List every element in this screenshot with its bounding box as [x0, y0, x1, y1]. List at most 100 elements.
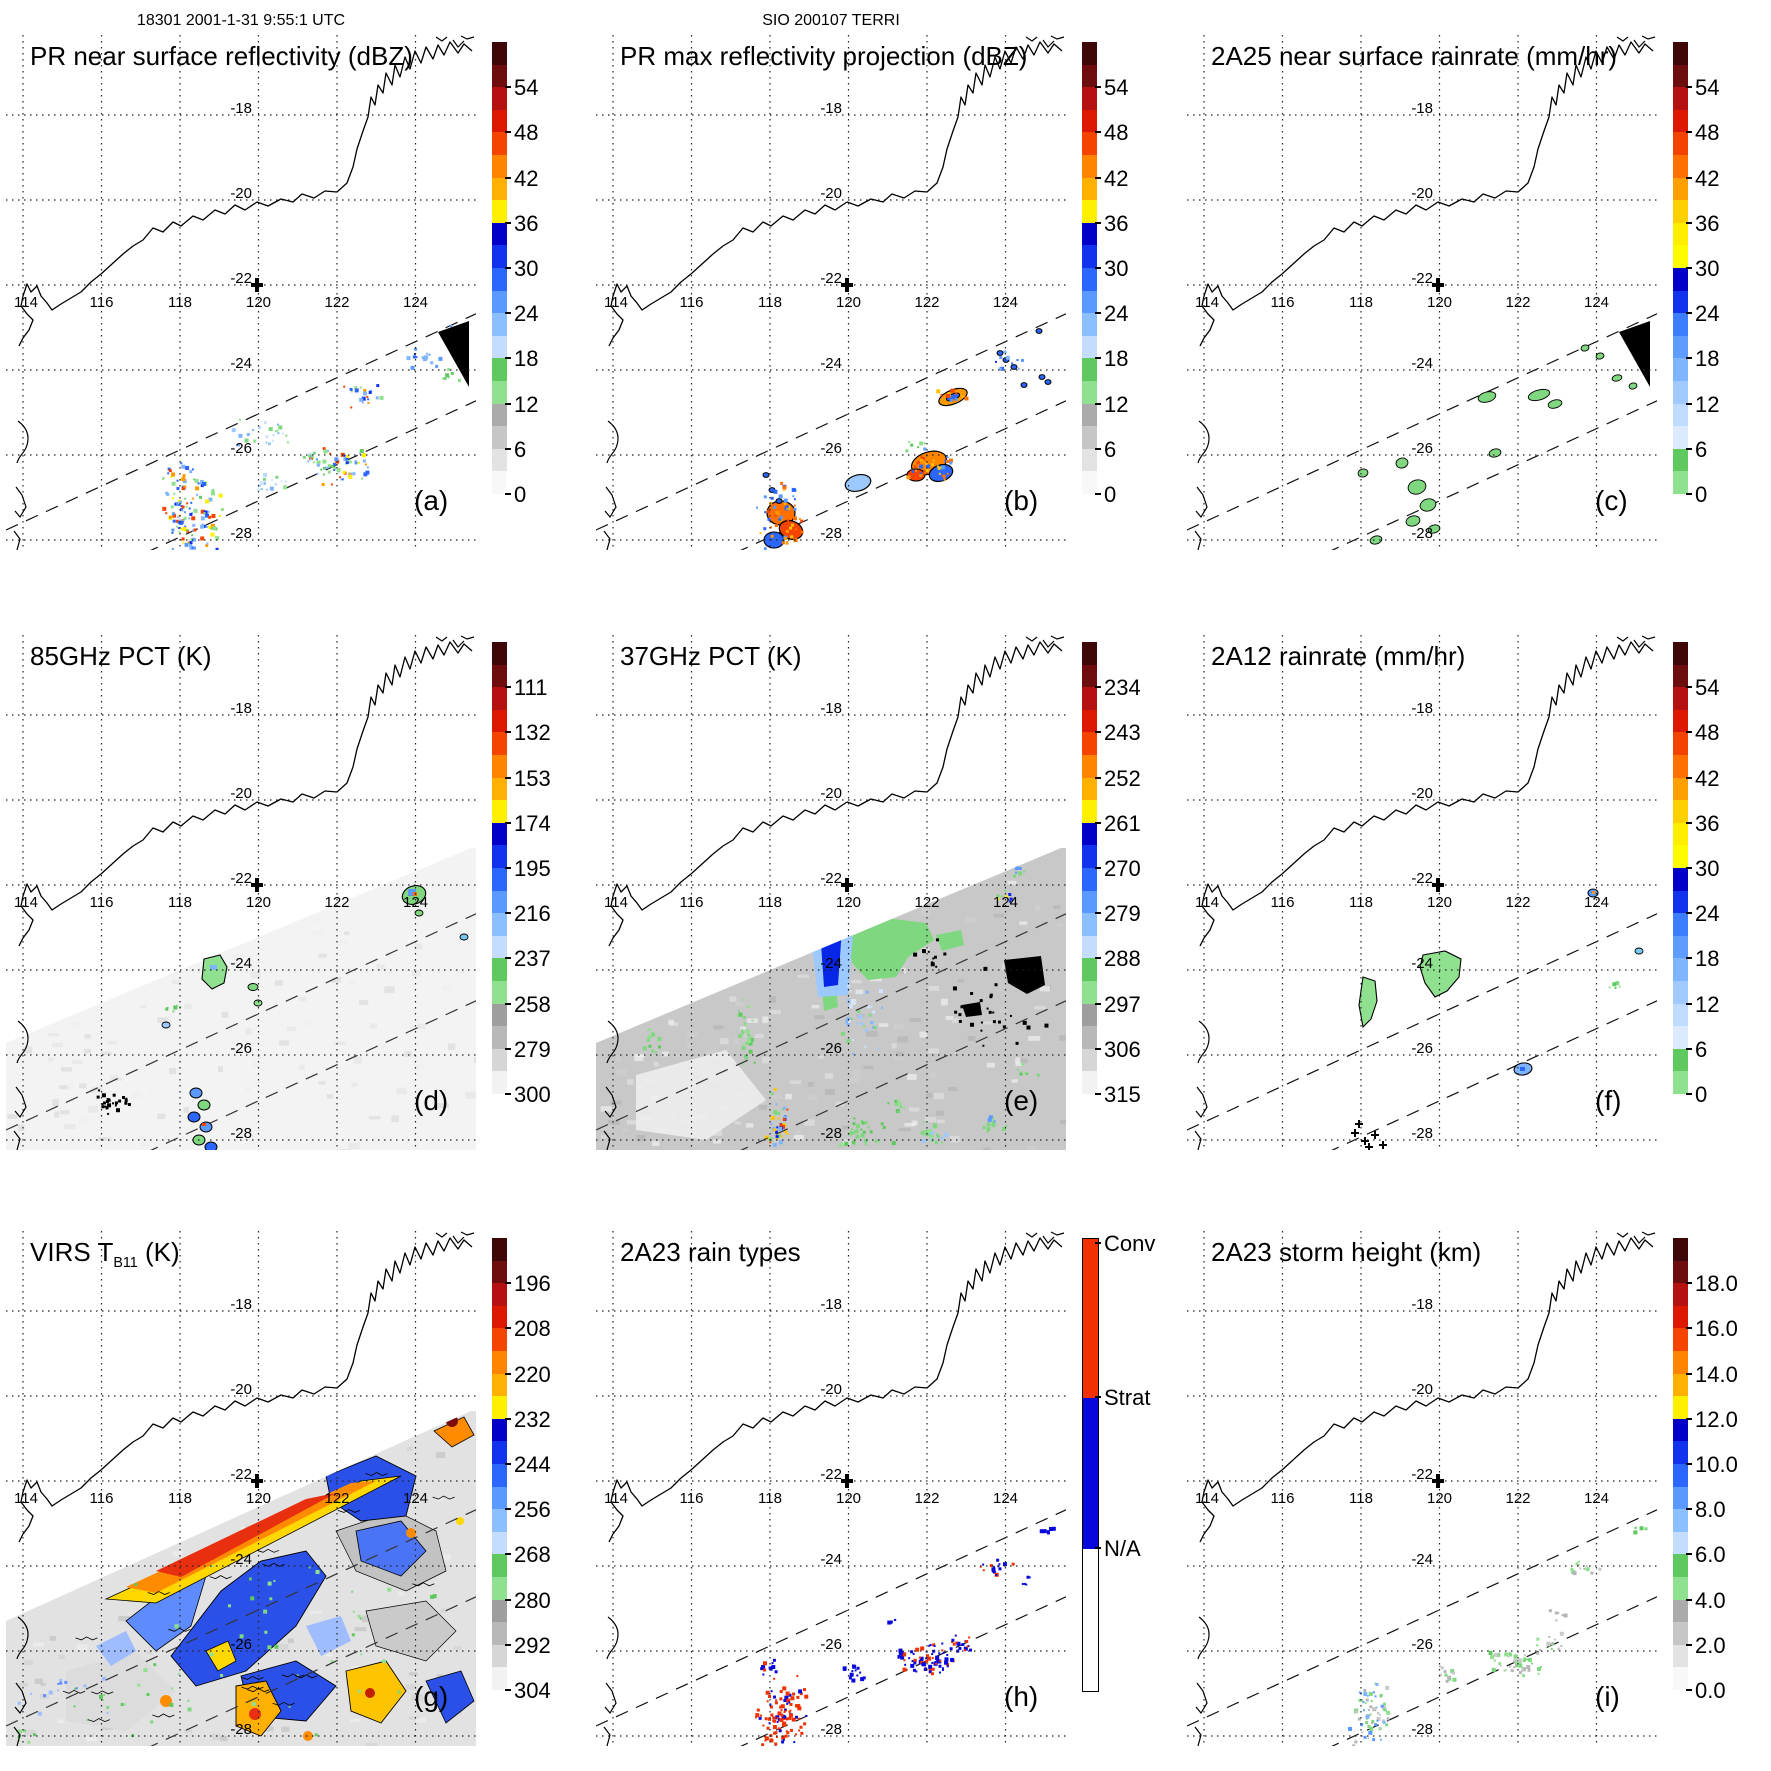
colorbar-label: 48 — [1695, 720, 1720, 746]
outlined-blob — [187, 1111, 201, 1123]
panel-title: 85GHz PCT (K) — [30, 641, 212, 672]
colorbar-label: 0 — [1104, 482, 1117, 507]
swath-texture — [7, 859, 476, 1150]
coastline — [13, 35, 475, 550]
location-cross-marker — [1432, 278, 1444, 292]
outlined-blob — [1035, 328, 1043, 334]
lon-label: 124 — [1584, 894, 1609, 911]
panel-title-subscript: B11 — [113, 1255, 138, 1272]
data-speckles — [905, 440, 926, 453]
panel-title: 2A23 storm height (km) — [1211, 1237, 1481, 1268]
lat-label: -18 — [1411, 100, 1433, 117]
lat-label: -28 — [1411, 1721, 1433, 1738]
colorbar-tick — [1095, 957, 1101, 960]
location-cross-marker — [251, 278, 263, 292]
lon-label: 124 — [403, 894, 428, 911]
lat-label: -18 — [820, 700, 842, 717]
colorbar-label: 132 — [514, 720, 551, 746]
colorbar-label: 18 — [1695, 946, 1720, 972]
lon-label: 114 — [604, 1490, 628, 1507]
colorbar-segment — [1673, 1599, 1688, 1623]
panel-title-text: VIRS T — [30, 1237, 114, 1267]
panel-title: 2A23 rain types — [620, 1237, 801, 1268]
colorbar-segment — [1082, 64, 1097, 88]
lat-label: -28 — [820, 525, 842, 542]
outlined-blob — [1395, 457, 1409, 469]
colorbar-segment — [1673, 1373, 1688, 1397]
colorbar-tick — [1686, 447, 1692, 450]
colorbar-tick — [505, 1553, 511, 1556]
colorbar-segment — [492, 1486, 507, 1510]
colorbar-label: 12 — [514, 391, 539, 417]
lon-label: 120 — [1427, 294, 1452, 311]
colorbar-tick — [1686, 131, 1692, 134]
panel-title-text: 2A25 near surface rainrate (mm/hr) — [1211, 41, 1618, 71]
colorbar-segment — [492, 1373, 507, 1397]
lat-label: -22 — [820, 870, 842, 887]
colorbar-tick — [1095, 221, 1101, 224]
colorbar-tick — [1686, 86, 1692, 89]
colorbar-segment — [492, 890, 507, 914]
axis-labels: 114 116 118 120 122 124 -18 -20 -22 -24 -26 -28 — [604, 700, 1018, 1142]
lat-label: -26 — [1411, 1040, 1433, 1057]
colorbar-tick — [1686, 402, 1692, 405]
outlined-blob — [253, 999, 263, 1007]
lon-label: 122 — [1505, 894, 1530, 911]
colorbar-tick — [1686, 867, 1692, 869]
colorbar-tick — [505, 221, 511, 224]
panel-e: 37GHz PCT (K) 114 116 118 120 122 124 -18 -20 -22… — [590, 590, 1180, 1180]
colorbar-segment — [1673, 1351, 1688, 1375]
colorbar-label: 12 — [1695, 391, 1720, 417]
colorbar-segment — [1082, 177, 1097, 201]
colorbar-tick — [1686, 957, 1692, 960]
lon-label: 124 — [403, 1490, 428, 1507]
colorbar-segment — [492, 1577, 507, 1601]
colorbar-tick — [1095, 1547, 1101, 1550]
colorbar-segment — [492, 664, 507, 688]
colorbar-segment — [1082, 687, 1097, 711]
colorbar-segment — [492, 1328, 507, 1352]
lat-label: -20 — [230, 1381, 252, 1398]
data-speckles — [755, 1673, 809, 1746]
colorbar-segment — [1082, 155, 1097, 179]
colorbar-segment — [1673, 1441, 1688, 1465]
colorbar-label: 300 — [514, 1082, 551, 1107]
colorbar-label: 195 — [514, 856, 551, 881]
colorbar-segment — [1082, 845, 1097, 869]
panel-title: PR near surface reflectivity (dBZ) — [30, 41, 413, 72]
colorbar-label: 18.0 — [1695, 1271, 1738, 1297]
outlined-blob — [1527, 388, 1551, 402]
outlined-blob — [1547, 399, 1563, 409]
colorbar-segment — [492, 358, 507, 382]
colorbar-segment — [492, 1531, 507, 1555]
colorbar-segment — [1673, 913, 1688, 937]
colorbar-segment — [492, 42, 507, 66]
coastline — [1194, 35, 1656, 550]
panel-title: PR max reflectivity projection (dBZ) — [620, 41, 1027, 72]
outlined-blob — [1477, 391, 1497, 403]
colorbar-label: 0 — [1695, 1082, 1708, 1107]
colorbar-segment — [1673, 268, 1688, 292]
lat-label: -20 — [1411, 185, 1433, 202]
outlined-blob — [459, 933, 469, 941]
lon-label: 122 — [324, 1490, 349, 1507]
lon-label: 120 — [1427, 894, 1452, 911]
colorbar-tick — [1095, 131, 1101, 134]
colorbar-segment — [1082, 200, 1097, 224]
data-speckles — [1633, 1526, 1648, 1535]
colorbar-segment — [1673, 1644, 1688, 1668]
lat-label: -20 — [820, 185, 842, 202]
colorbar-tick — [505, 1689, 511, 1691]
colorbar-segment — [1082, 222, 1097, 246]
colorbar-label: 30 — [1695, 856, 1720, 881]
grid-lines — [596, 635, 1066, 1150]
colorbar-label: 6 — [1695, 436, 1708, 462]
colorbar-label: 304 — [514, 1678, 551, 1703]
grid-lines — [596, 35, 1066, 550]
axis-labels: 114 116 118 120 122 124 -18 -20 -22 -24 -26 -28 — [14, 1296, 428, 1738]
colorbar-label: 234 — [1104, 675, 1141, 701]
lon-label: 114 — [1195, 894, 1219, 911]
colorbar-tick — [505, 1372, 511, 1375]
axis-labels: 114 116 118 120 122 124 -18 -20 -22 -24 -26 -28 — [1195, 1296, 1609, 1738]
lon-label: 122 — [914, 894, 939, 911]
